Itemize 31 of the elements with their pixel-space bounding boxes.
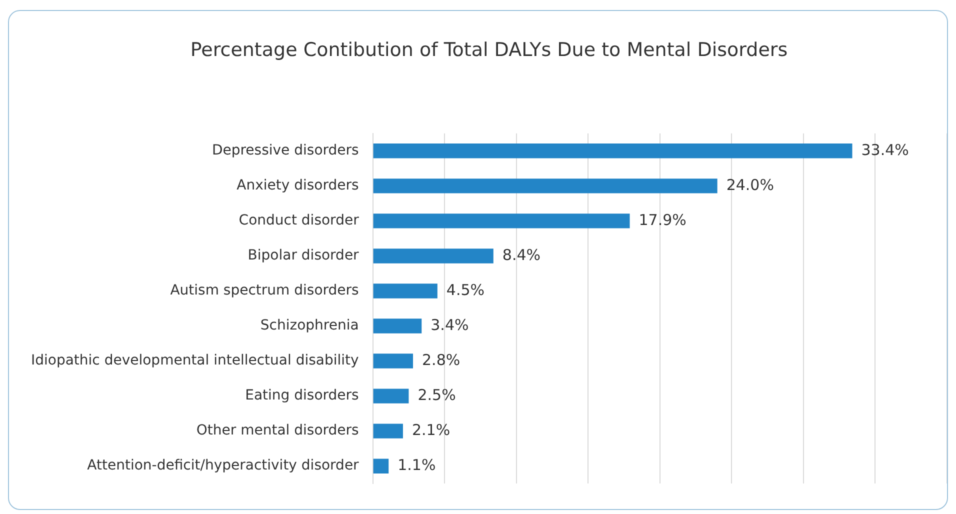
y-tick-label: Schizophrenia [260, 318, 359, 334]
y-tick-label: Eating disorders [245, 388, 359, 404]
y-tick-label: Idiopathic developmental intellectual disability [30, 352, 359, 369]
data-label: 2.8% [422, 350, 460, 369]
data-label: 17.9% [638, 210, 686, 229]
y-tick-label: Anxiety disorders [236, 178, 359, 194]
data-label: 1.1% [398, 456, 436, 474]
y-tick-label: Attention-deficit/hyperactivity disorder [87, 458, 360, 474]
bar [373, 424, 403, 438]
y-tick-label: Depressive disorders [212, 142, 359, 159]
data-label: 8.4% [502, 246, 541, 264]
data-label: 3.4% [430, 316, 469, 334]
y-tick-label: Conduct disorder [238, 212, 360, 229]
data-label: 2.5% [418, 386, 456, 404]
y-tick-label: Bipolar disorder [248, 248, 360, 264]
bar [373, 214, 630, 228]
data-label: 2.1% [412, 420, 450, 439]
bar [373, 284, 438, 298]
bar [373, 354, 414, 368]
y-tick-label: Other mental disorders [196, 422, 359, 439]
data-label: 33.4% [861, 140, 909, 159]
bar [373, 318, 422, 334]
data-label: 4.5% [446, 280, 485, 299]
bar [373, 178, 718, 194]
y-tick-label: Autism spectrum disorders [170, 282, 359, 299]
chart-title: Percentage Contibution of Total DALYs Due to Mental Disorders [189, 38, 789, 63]
bar [373, 388, 409, 404]
bar [373, 248, 494, 264]
data-label: 24.0% [726, 176, 774, 194]
bar [373, 144, 852, 158]
bar [373, 458, 389, 474]
